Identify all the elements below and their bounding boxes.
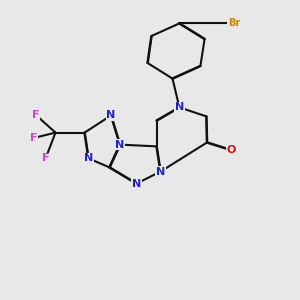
Text: N: N (116, 140, 124, 150)
Text: Br: Br (228, 18, 240, 28)
Text: N: N (132, 178, 141, 189)
Text: F: F (32, 110, 39, 120)
Text: F: F (30, 133, 38, 143)
Text: N: N (175, 102, 184, 112)
Text: F: F (42, 153, 49, 164)
Text: N: N (106, 110, 116, 121)
Text: O: O (226, 145, 236, 155)
Text: N: N (156, 167, 165, 177)
Text: N: N (84, 153, 93, 164)
